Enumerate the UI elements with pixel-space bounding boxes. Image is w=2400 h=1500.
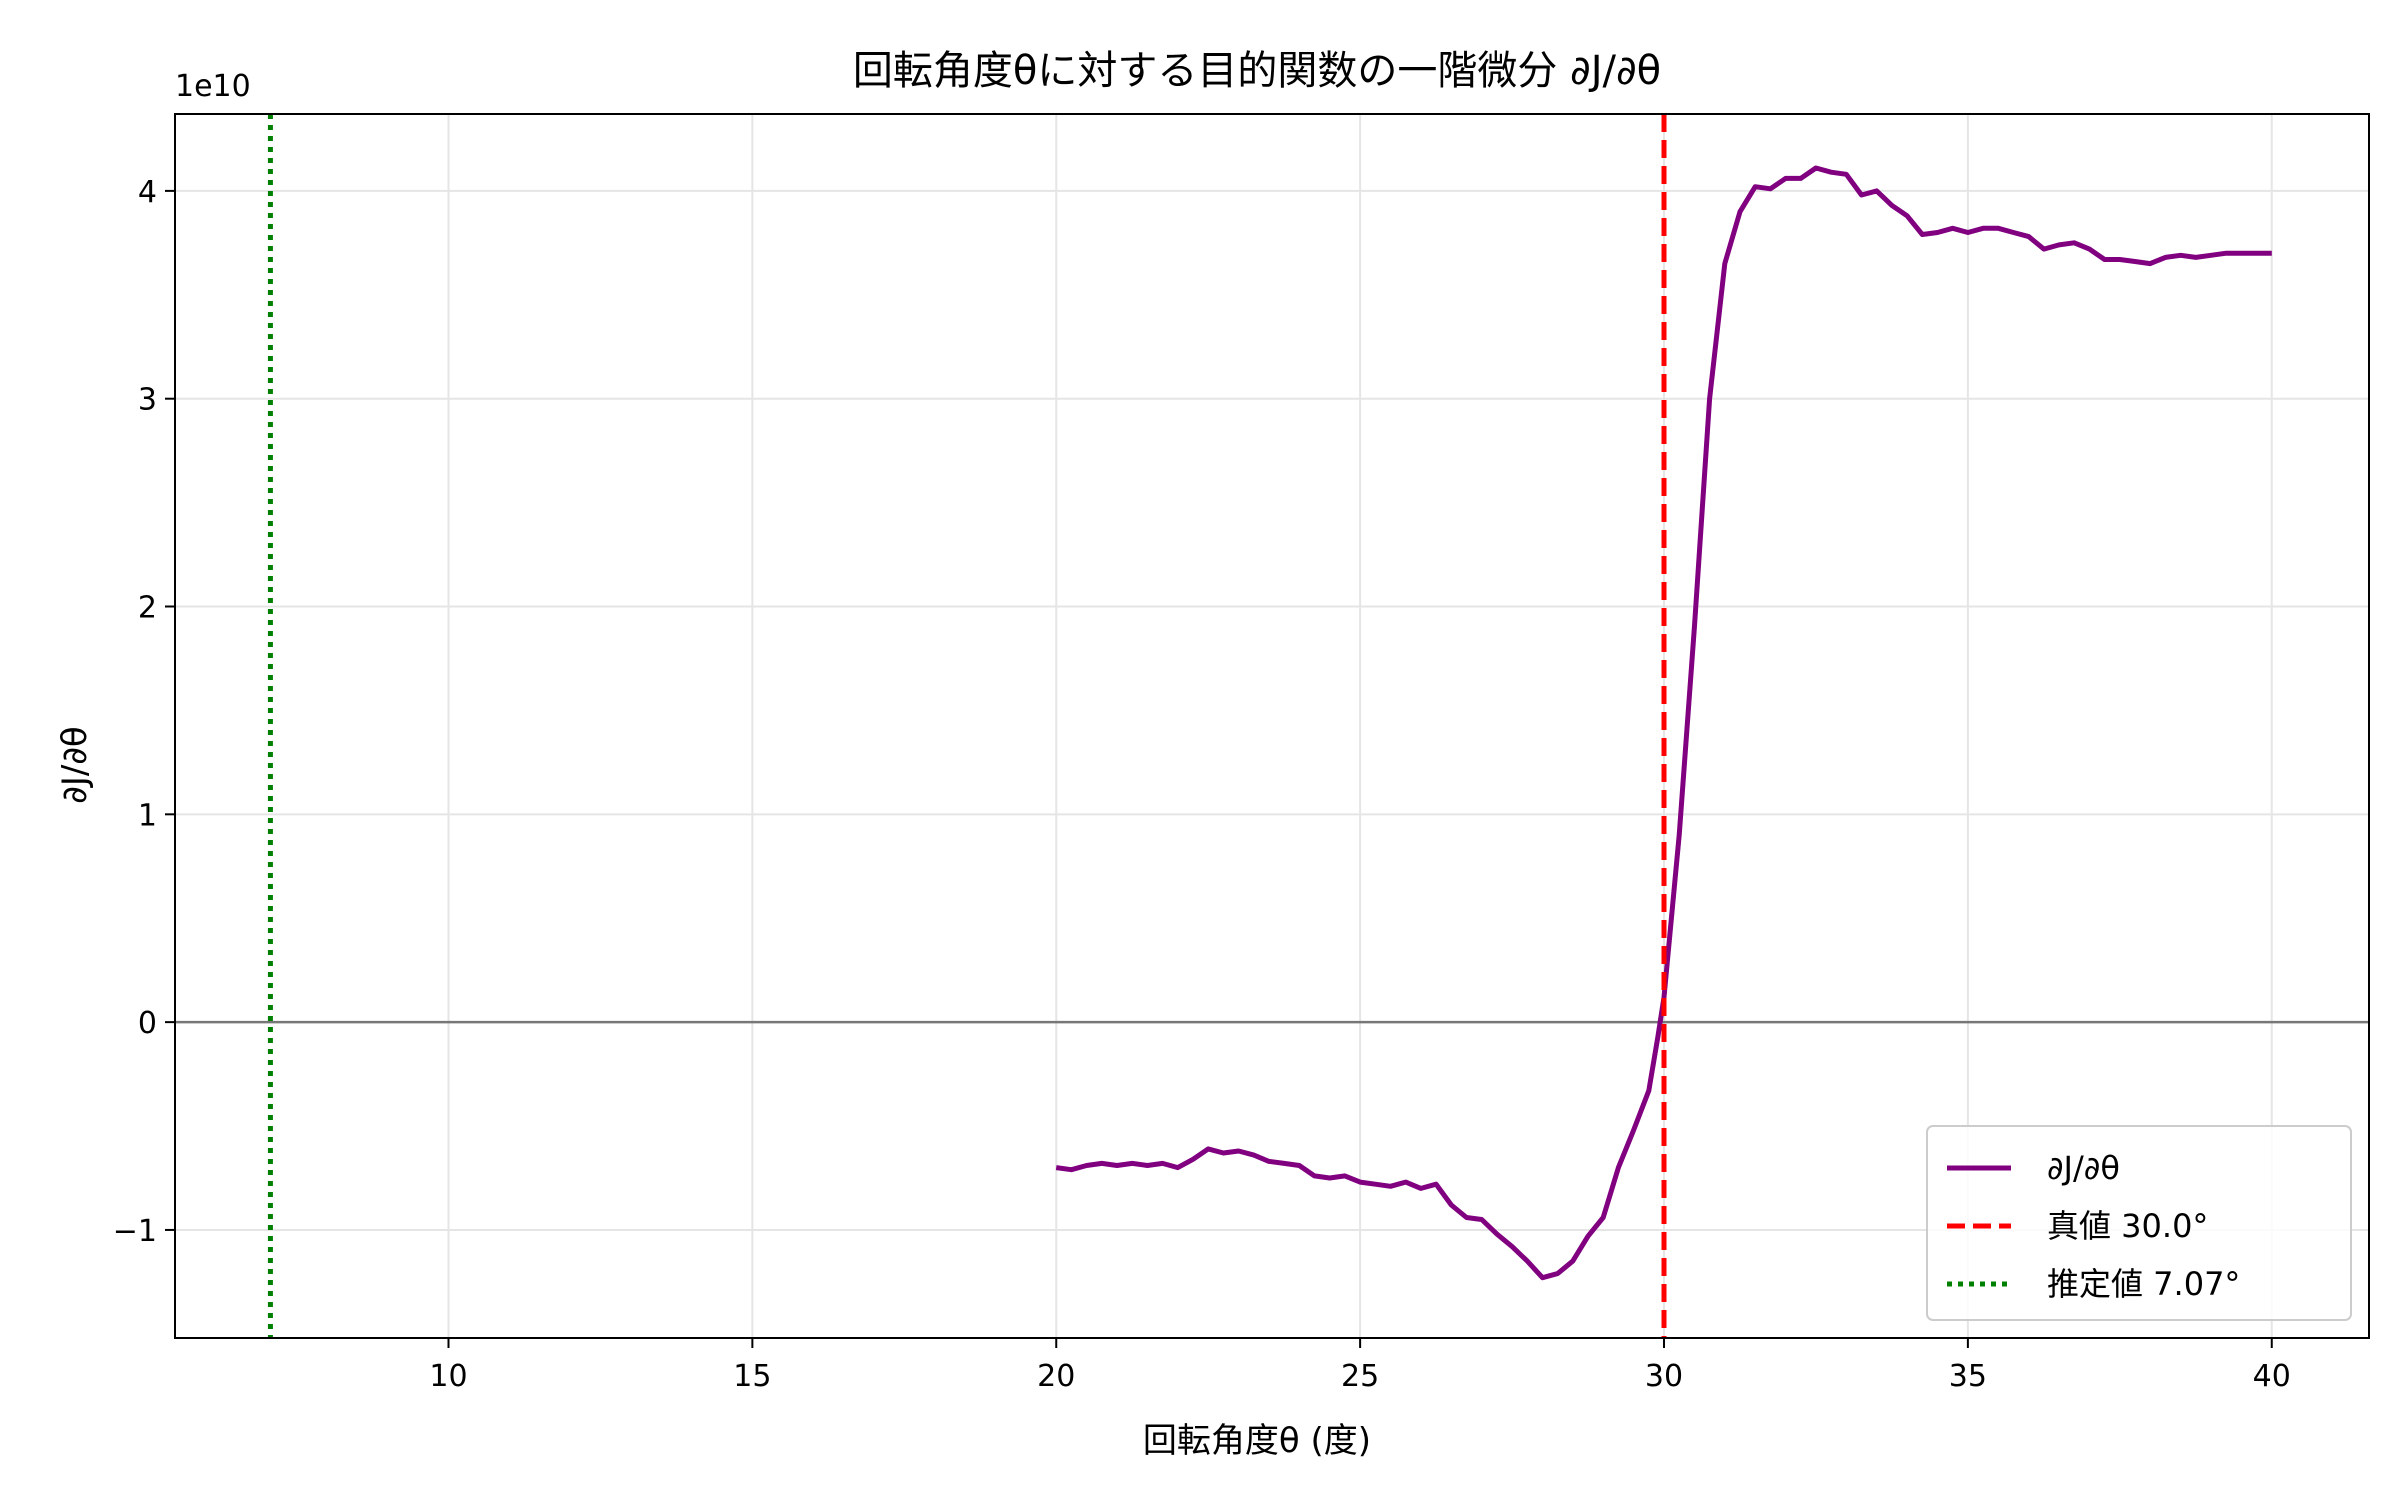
chart-title: 回転角度θに対する目的関数の一階微分 ∂J/∂θ — [853, 48, 1661, 94]
axis-ticks: 10 15 20 25 30 35 40 −1 0 1 2 3 4 — [113, 175, 2291, 1394]
y-tick-label: 1 — [138, 798, 157, 833]
data-series — [267, 114, 2272, 1338]
y-tick-label: 3 — [138, 383, 157, 418]
y-tick-label: 0 — [138, 1006, 157, 1041]
x-tick-label: 35 — [1949, 1359, 1987, 1394]
x-tick-label: 15 — [733, 1359, 771, 1394]
x-tick-label: 10 — [429, 1359, 467, 1394]
x-tick-label: 20 — [1037, 1359, 1075, 1394]
legend: ∂J/∂θ 真値 30.0° 推定値 7.07° — [1926, 1125, 2352, 1321]
series-line-derivative — [1055, 165, 2272, 1281]
y-tick-label: 4 — [138, 175, 157, 210]
x-tick-label: 25 — [1341, 1359, 1379, 1394]
y-tick-label: −1 — [113, 1214, 157, 1249]
y-offset-label: 1e10 — [175, 69, 251, 104]
plot-frame — [174, 113, 2370, 1339]
legend-box — [1926, 1125, 2352, 1321]
legend-label: 推定値 7.07° — [2047, 1265, 2240, 1303]
y-axis-label: ∂J/∂θ — [55, 726, 95, 803]
x-tick-label: 40 — [2253, 1359, 2291, 1394]
x-axis-label: 回転角度θ (度) — [1143, 1421, 1371, 1461]
legend-label: ∂J/∂θ — [2047, 1149, 2120, 1187]
legend-label: 真値 30.0° — [2047, 1207, 2208, 1245]
y-tick-label: 2 — [138, 591, 157, 626]
x-tick-label: 30 — [1645, 1359, 1683, 1394]
